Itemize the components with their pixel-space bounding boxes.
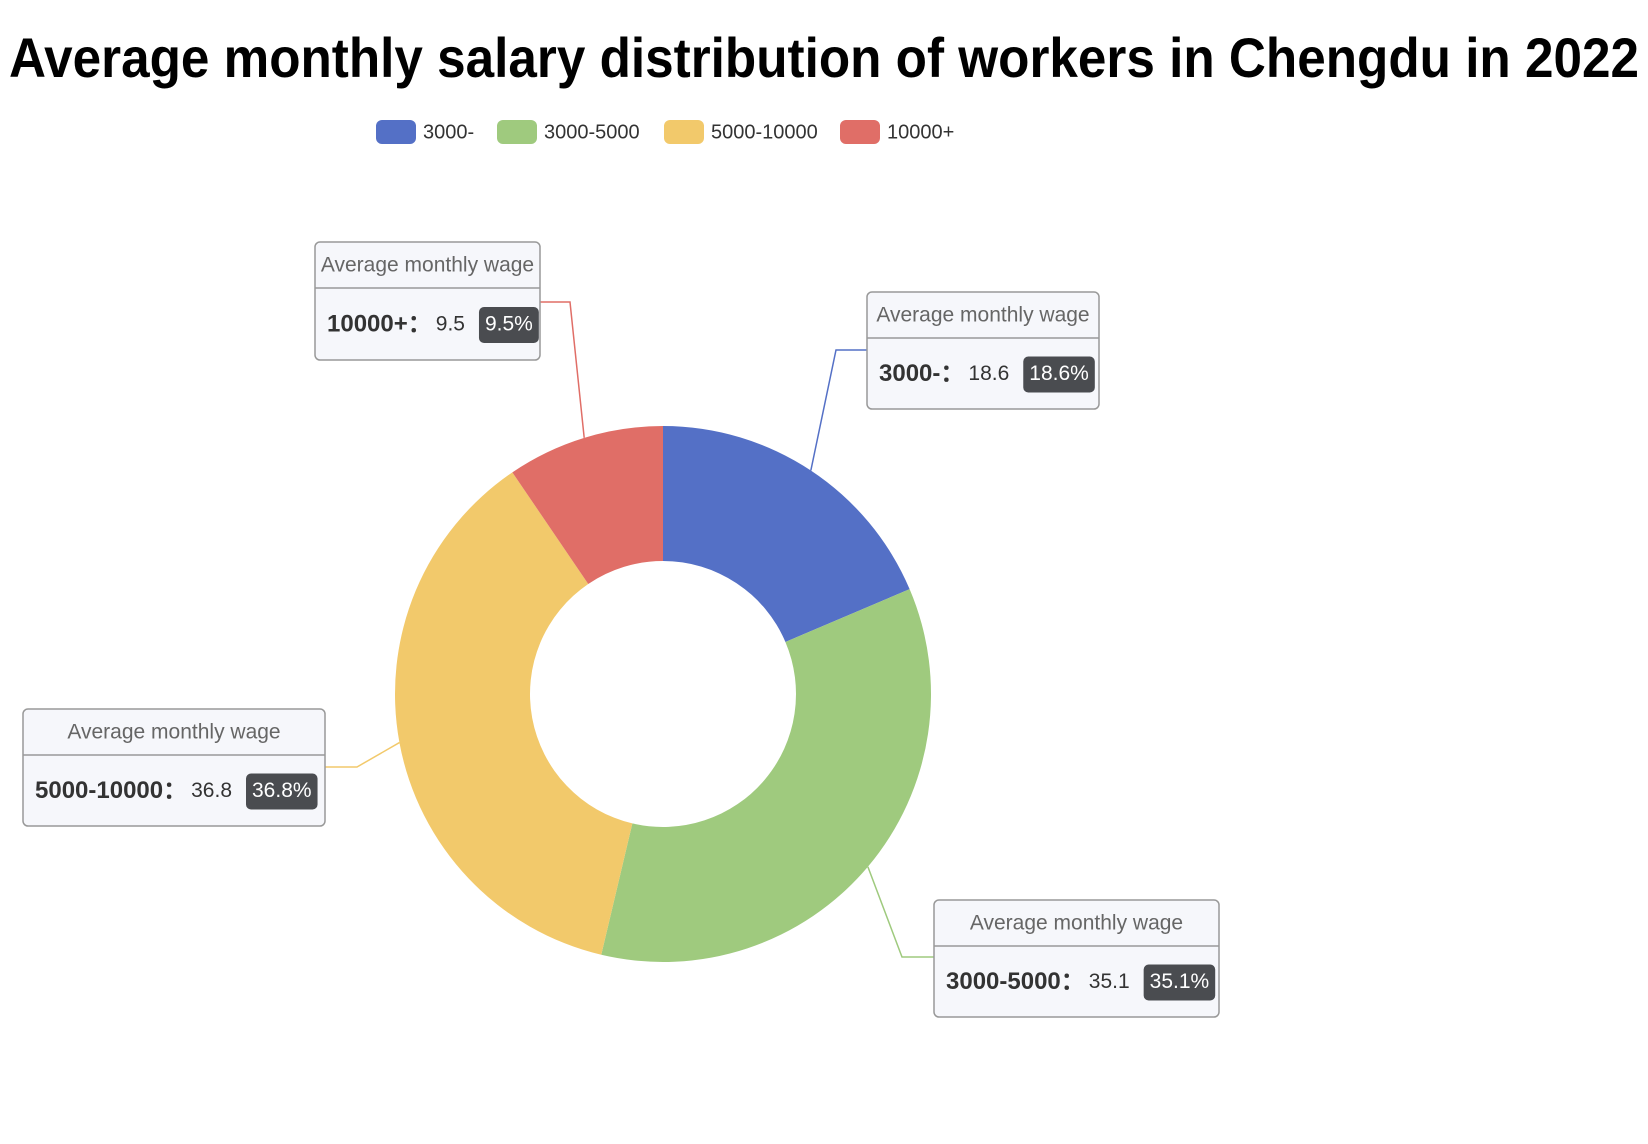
label-percent-bg	[1143, 964, 1216, 1001]
legend-label: 5000-10000	[711, 121, 818, 143]
label-percent-bg	[478, 307, 539, 343]
leader-line	[810, 349, 867, 471]
pie-slice	[601, 589, 931, 963]
data-label: Average monthly wage 3000-： 18.6 18.6%	[866, 291, 1100, 410]
label-header: Average monthly wage	[67, 721, 280, 744]
pie-slice	[663, 426, 910, 642]
label-value: 36.8	[191, 779, 232, 802]
label-header: Average monthly wage	[970, 912, 1183, 935]
legend-swatch	[840, 120, 880, 144]
pie-slice	[512, 426, 663, 584]
leader-line	[325, 741, 400, 768]
label-percent: 18.6%	[1029, 362, 1089, 385]
label-header: Average monthly wage	[876, 304, 1089, 327]
label-category: 3000-5000	[946, 968, 1061, 995]
label-value: 18.6	[968, 362, 1009, 385]
label-percent: 9.5%	[485, 313, 533, 336]
label-value: 9.5	[436, 313, 465, 336]
data-label: Average monthly wage 3000-5000： 35.1 35.1%	[933, 899, 1220, 1018]
leader-line	[867, 866, 934, 958]
label-value: 35.1	[1089, 970, 1130, 993]
label-category: 5000-10000	[35, 777, 163, 804]
legend-swatch	[664, 120, 704, 144]
legend-label: 10000+	[887, 121, 954, 143]
label-separator: ：	[940, 360, 964, 387]
label-separator: ：	[1061, 968, 1085, 995]
label-separator: ：	[163, 777, 187, 804]
label-percent-bg	[1023, 356, 1095, 393]
label-header: Average monthly wage	[321, 254, 534, 277]
label-separator: ：	[408, 310, 432, 337]
label-percent-bg	[246, 773, 318, 810]
chart-title: Average monthly salary distribution of w…	[9, 26, 1639, 89]
legend-swatch	[376, 120, 416, 144]
data-label: Average monthly wage 10000+： 9.5 9.5%	[314, 241, 541, 361]
label-category: 10000+	[327, 310, 408, 337]
legend-label: 3000-	[423, 121, 474, 143]
legend-swatch	[497, 120, 537, 144]
legend-label: 3000-5000	[544, 121, 640, 143]
data-label: Average monthly wage 5000-10000： 36.8 36.8%	[22, 708, 326, 827]
label-percent: 36.8%	[252, 779, 312, 802]
pie-slice	[394, 472, 633, 955]
leader-line	[540, 301, 585, 438]
label-percent: 35.1%	[1150, 970, 1210, 993]
label-category: 3000-	[879, 360, 940, 387]
